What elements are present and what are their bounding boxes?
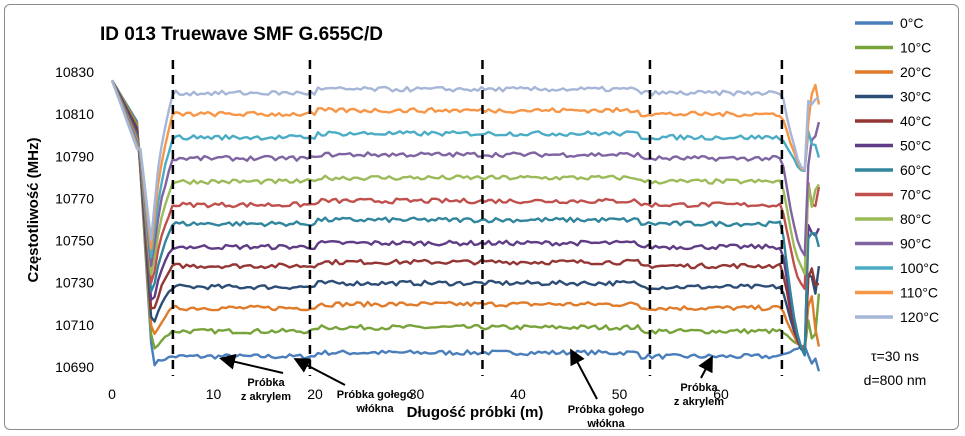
series-line (110, 79, 821, 357)
annotation-label: Próbka z akrylem (241, 377, 291, 403)
x-tick-labels: 0 10 20 30 40 50 60 (108, 386, 729, 402)
annotation-arrow (293, 358, 346, 386)
x-axis-label: Długość próbki (m) (407, 404, 544, 421)
legend-label: 30°C (900, 89, 931, 105)
notes: τ=30 ns d=800 nm (864, 348, 927, 388)
series-line (110, 79, 820, 276)
x-tick-label: 30 (409, 386, 425, 402)
y-tick-labels: 10690 10710 10730 10750 10770 10790 10810 10830 (55, 64, 94, 375)
legend: 0°C 10°C 20°C 30°C 40°C 50°C 60°C 70°C 80°C 90°C 1… (855, 15, 939, 325)
y-tick-label: 10770 (55, 190, 94, 206)
legend-label: 60°C (900, 162, 931, 178)
annotation-arrow (570, 348, 598, 400)
y-tick-label: 10790 (55, 148, 94, 164)
legend-label: 90°C (900, 236, 931, 252)
x-tick-label: 60 (713, 386, 729, 402)
note-text: d=800 nm (864, 372, 927, 388)
series-line (110, 79, 821, 250)
note-text: τ=30 ns (871, 348, 919, 364)
series-line (110, 79, 820, 355)
legend-label: 120°C (900, 309, 939, 325)
annotation-label: Próbka z akrylem (674, 382, 724, 408)
dashed-markers (171, 60, 784, 376)
series-line (110, 79, 820, 357)
annotation-label: Próbka gołego włókna (568, 404, 645, 430)
x-tick-label: 10 (206, 386, 222, 402)
series-line (110, 79, 821, 290)
legend-label: 20°C (900, 64, 931, 80)
x-tick-label: 40 (510, 386, 526, 402)
series-lines (110, 79, 821, 372)
legend-label: 40°C (900, 113, 931, 129)
series-line (110, 79, 821, 354)
legend-label: 10°C (900, 40, 931, 56)
y-tick-label: 10830 (55, 64, 94, 80)
y-axis-label: Częstotliwość (MHz) (25, 137, 42, 282)
chart-title: ID 013 Truewave SMF G.655C/D (100, 24, 383, 45)
chart-frame (4, 4, 959, 430)
y-tick-label: 10710 (55, 317, 94, 333)
legend-label: 0°C (900, 15, 924, 31)
series-line (110, 79, 821, 259)
legend-label: 100°C (900, 260, 939, 276)
series-line (110, 79, 820, 242)
series-line (110, 79, 821, 267)
legend-label: 110°C (900, 285, 938, 301)
annotations: Próbka z akrylem Próbka gołego włókna Próbka… (219, 348, 724, 430)
series-line (110, 79, 821, 351)
legend-label: 50°C (900, 138, 931, 154)
x-tick-label: 0 (108, 386, 116, 402)
x-tick-label: 50 (612, 386, 628, 402)
legend-label: 80°C (900, 211, 931, 227)
y-tick-label: 10730 (55, 275, 94, 291)
y-tick-label: 10810 (55, 106, 94, 122)
annotation-label: Próbka gołego włókna (337, 389, 414, 415)
y-tick-label: 10690 (55, 359, 94, 375)
y-tick-label: 10750 (55, 233, 94, 249)
series-line (110, 79, 821, 350)
legend-label: 70°C (900, 187, 931, 203)
annotation-arrow (219, 353, 284, 374)
x-tick-label: 20 (307, 386, 323, 402)
annotation-arrow (698, 355, 713, 379)
